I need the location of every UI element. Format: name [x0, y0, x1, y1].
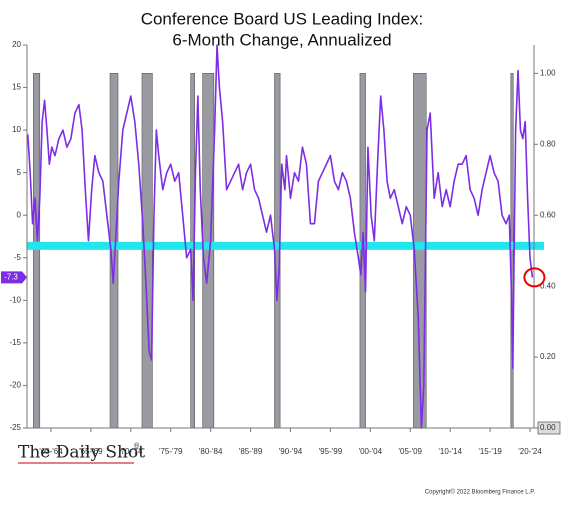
y-tick-label: 10	[12, 125, 21, 134]
y-tick-label: -20	[9, 381, 21, 390]
highlight-circle	[523, 267, 546, 288]
last-value-box	[1, 271, 27, 284]
brand-mark: ®	[134, 442, 140, 450]
plot-area: 20 15 10 5 0 -5 -10 -15 -20 -25 1.00 0.80 0.60 0.40 0.…	[1, 40, 561, 456]
x-tick-label: '05-'09	[398, 447, 422, 456]
threshold-band	[27, 241, 544, 250]
y-tick-label: -25	[9, 423, 21, 432]
x-tick-label: '20-'24	[518, 447, 542, 456]
source: Copyright© 2022 Bloomberg Finance L.P.	[425, 489, 536, 496]
y2-tick-label: 0.60	[540, 210, 556, 219]
x-tick-label: '75-'79	[159, 447, 183, 456]
chart-subtitle: 6-Month Change, Annualized	[172, 30, 391, 49]
chart-title: Conference Board US Leading Index:	[141, 9, 424, 28]
y2-tick-label: 0.40	[540, 281, 556, 290]
recession-bar	[33, 73, 41, 429]
y-tick-label: -10	[9, 295, 21, 304]
y2-tick-label: 0.00	[540, 423, 556, 432]
x-tick-label: '85-'89	[239, 447, 263, 456]
recession-bar	[510, 73, 514, 429]
y-tick-label: -5	[14, 253, 22, 262]
x-tick-label: '70-'74	[119, 447, 143, 456]
x-tick-label: '10-'14	[438, 447, 462, 456]
y-tick-label: 20	[12, 40, 21, 49]
last-value-label: -7.3	[4, 272, 18, 281]
y-tick-label: -15	[9, 338, 21, 347]
recession-bar	[202, 73, 215, 429]
y-tick-label: 15	[12, 83, 21, 92]
x-tick-label: '15-'19	[478, 447, 502, 456]
series-line	[26, 44, 534, 429]
y-tick-label: 0	[17, 210, 22, 219]
x-tick-label: '60-'64	[39, 447, 63, 456]
y2-label-box	[537, 421, 561, 435]
y-tick-label: 5	[17, 168, 22, 177]
x-tick-label: '80-'84	[199, 447, 223, 456]
brand: The Daily Shot	[18, 443, 145, 463]
x-tick-label: '90-'94	[279, 447, 303, 456]
y2-tick-label: 0.20	[540, 352, 556, 361]
y2-tick-label: 1.00	[540, 68, 556, 77]
x-tick-label: '95-'99	[319, 447, 343, 456]
x-tick-label: '65-'69	[79, 447, 103, 456]
x-tick-label: '00-'04	[359, 447, 383, 456]
y2-tick-label: 0.80	[540, 139, 556, 148]
